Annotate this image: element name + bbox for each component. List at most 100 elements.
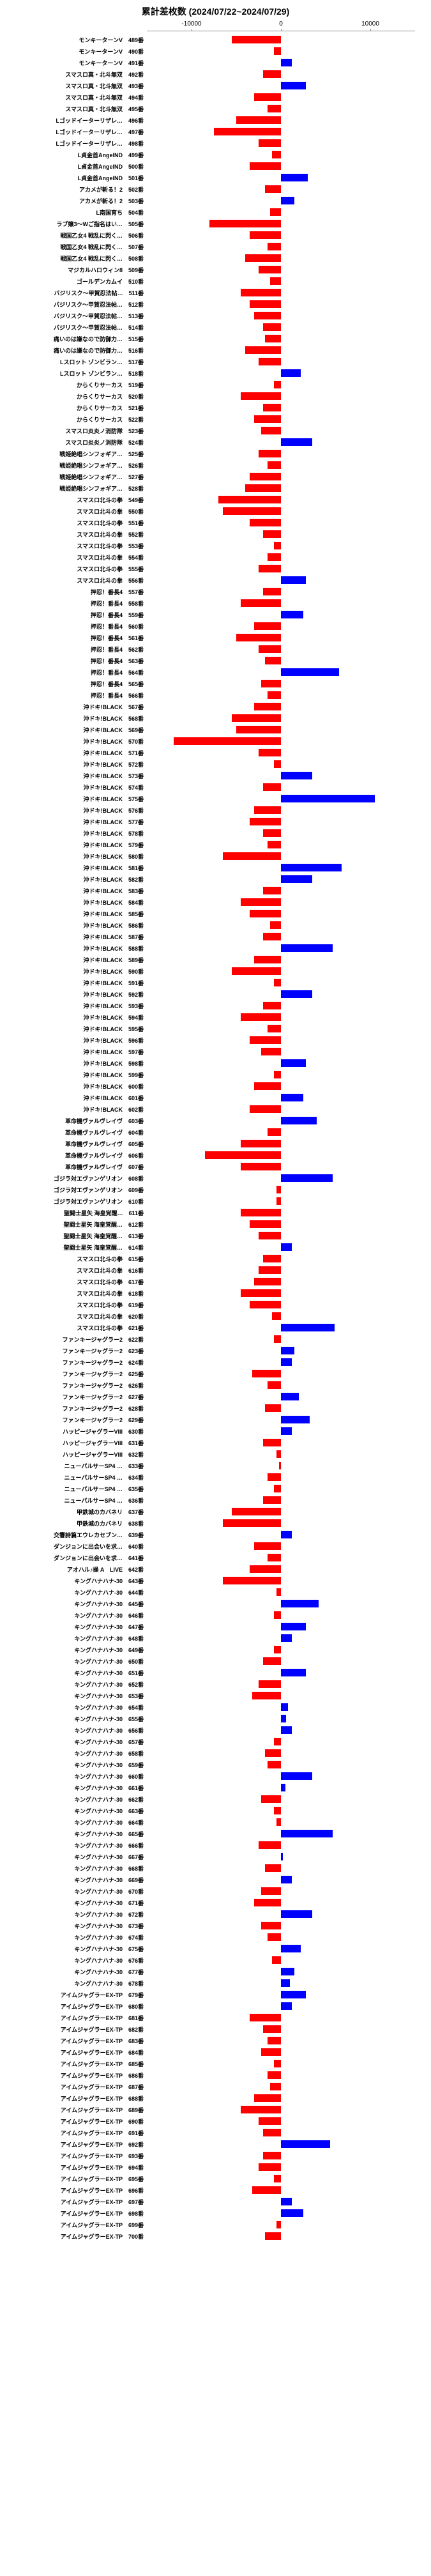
bar-area bbox=[147, 2071, 415, 2080]
chart-row: キングハナハナ-30 660番 bbox=[0, 1770, 431, 1782]
chart-row: ファンキージャグラー2 623番 bbox=[0, 1345, 431, 1356]
chart-row: キングハナハナ-30 649番 bbox=[0, 1644, 431, 1655]
row-label: 沖ドキ!BLACK 594番 bbox=[0, 1013, 147, 1022]
row-label: 沖ドキ!BLACK 582番 bbox=[0, 875, 147, 884]
chart-row: 聖闘士星矢 海皇覚醒… 613番 bbox=[0, 1230, 431, 1241]
row-label: 沖ドキ!BLACK 569番 bbox=[0, 726, 147, 734]
bar-area bbox=[147, 1105, 415, 1114]
row-label: キングハナハナ-30 643番 bbox=[0, 1577, 147, 1585]
row-label: アカメが斬る！2 503番 bbox=[0, 197, 147, 205]
bar-area bbox=[147, 1967, 415, 1976]
bar bbox=[263, 1255, 281, 1262]
row-label: バジリスク〜甲賀忍法帖… 511番 bbox=[0, 289, 147, 297]
row-label: ファンキージャグラー2 626番 bbox=[0, 1381, 147, 1390]
row-label: スマスロ北斗の拳 620番 bbox=[0, 1312, 147, 1321]
chart-row: 押忍！番長4 564番 bbox=[0, 666, 431, 678]
row-label: ハッピージャグラーVIII 630番 bbox=[0, 1427, 147, 1436]
bar-area bbox=[147, 2117, 415, 2126]
chart-row: 戦国乙女4 戦乱に閃く… 506番 bbox=[0, 229, 431, 241]
chart-row: 痛いのは嫌なので防御力… 515番 bbox=[0, 333, 431, 344]
chart-row: アイムジャグラーEX-TP 696番 bbox=[0, 2184, 431, 2196]
chart-row: マジカルハロウィン8 509番 bbox=[0, 264, 431, 275]
chart-row: L南国育ち 504番 bbox=[0, 206, 431, 218]
bar bbox=[281, 1830, 333, 1837]
chart-rows: モンキーターンV 489番モンキーターンV 490番モンキーターンV 491番ス… bbox=[0, 34, 431, 2242]
chart-row: アイムジャグラーEX-TP 699番 bbox=[0, 2219, 431, 2230]
bar bbox=[218, 496, 281, 503]
bar bbox=[268, 2071, 281, 2079]
bar-area bbox=[147, 1887, 415, 1896]
bar bbox=[261, 427, 281, 434]
bar-area bbox=[147, 1185, 415, 1194]
row-label: スマスロ北斗の拳 549番 bbox=[0, 496, 147, 504]
chart-row: バジリスク〜甲賀忍法帖… 511番 bbox=[0, 287, 431, 298]
row-label: 沖ドキ!BLACK 579番 bbox=[0, 841, 147, 849]
bar bbox=[281, 1669, 306, 1676]
row-label: アイムジャグラーEX-TP 697番 bbox=[0, 2198, 147, 2206]
bar-area bbox=[147, 1588, 415, 1597]
bar bbox=[281, 174, 308, 181]
bar-area bbox=[147, 921, 415, 930]
bar bbox=[236, 634, 281, 641]
bar-area bbox=[147, 1576, 415, 1585]
row-label: 戦姫絶唱シンフォギア… 526番 bbox=[0, 461, 147, 470]
bar bbox=[250, 162, 281, 170]
bar-area bbox=[147, 1553, 415, 1562]
bar bbox=[281, 1174, 333, 1182]
bar-area bbox=[147, 909, 415, 918]
row-label: 戦姫絶唱シンフォギア… 527番 bbox=[0, 473, 147, 481]
chart-row: スマスロ北斗の拳 554番 bbox=[0, 551, 431, 563]
row-label: L南国育ち 504番 bbox=[0, 208, 147, 217]
row-label: キングハナハナ-30 674番 bbox=[0, 1933, 147, 1942]
bar bbox=[254, 806, 281, 814]
bar-area bbox=[147, 323, 415, 332]
chart-row: スマスロ真・北斗無双 492番 bbox=[0, 68, 431, 80]
bar-area bbox=[147, 1542, 415, 1551]
bar bbox=[270, 277, 281, 285]
chart-row: 沖ドキ!BLACK 583番 bbox=[0, 885, 431, 896]
chart-row: キングハナハナ-30 644番 bbox=[0, 1586, 431, 1598]
bar-area bbox=[147, 47, 415, 56]
row-label: 沖ドキ!BLACK 597番 bbox=[0, 1048, 147, 1056]
chart-row: ニューパルサーSP4 … 635番 bbox=[0, 1483, 431, 1494]
row-label: アイムジャグラーEX-TP 679番 bbox=[0, 1991, 147, 1999]
bar bbox=[274, 760, 281, 768]
bar bbox=[281, 990, 312, 998]
row-label: 押忍！番長4 566番 bbox=[0, 691, 147, 700]
row-label: 聖闘士星矢 海皇覚醒… 611番 bbox=[0, 1209, 147, 1217]
row-label: 革命機ヴァルヴレイヴ 605番 bbox=[0, 1140, 147, 1148]
chart-row: キングハナハナ-30 672番 bbox=[0, 1908, 431, 1920]
row-label: Lゴッドイーターリザレ… 498番 bbox=[0, 139, 147, 148]
chart-row: キングハナハナ-30 653番 bbox=[0, 1690, 431, 1701]
row-label: 沖ドキ!BLACK 583番 bbox=[0, 887, 147, 895]
bar-area bbox=[147, 2105, 415, 2114]
bar bbox=[263, 933, 281, 940]
row-label: スマスロ真・北斗無双 495番 bbox=[0, 105, 147, 113]
bar-area bbox=[147, 1254, 415, 1263]
chart-row: キングハナハナ-30 651番 bbox=[0, 1667, 431, 1678]
row-label: L貞金首AngelND 501番 bbox=[0, 174, 147, 182]
row-label: 沖ドキ!BLACK 601番 bbox=[0, 1094, 147, 1102]
chart-row: 沖ドキ!BLACK 589番 bbox=[0, 954, 431, 965]
chart-row: ニューパルサーSP4 … 636番 bbox=[0, 1494, 431, 1506]
row-label: 押忍！番長4 561番 bbox=[0, 634, 147, 642]
bar-area bbox=[147, 1496, 415, 1505]
chart-row: アイムジャグラーEX-TP 691番 bbox=[0, 2127, 431, 2138]
bar bbox=[263, 1439, 281, 1446]
chart-row: 押忍！番長4 561番 bbox=[0, 632, 431, 643]
bar-area bbox=[147, 2094, 415, 2103]
bar-area bbox=[147, 81, 415, 90]
bar-area bbox=[147, 139, 415, 148]
row-label: キングハナハナ-30 670番 bbox=[0, 1887, 147, 1896]
bar bbox=[274, 1807, 281, 1814]
bar-area bbox=[147, 1266, 415, 1275]
bar bbox=[259, 139, 281, 147]
bar bbox=[268, 1473, 281, 1481]
row-label: アイムジャグラーEX-TP 687番 bbox=[0, 2083, 147, 2091]
chart-row: キングハナハナ-30 675番 bbox=[0, 1943, 431, 1954]
row-label: 沖ドキ!BLACK 568番 bbox=[0, 714, 147, 723]
bar bbox=[281, 1726, 292, 1734]
bar-area bbox=[147, 553, 415, 562]
row-label: 沖ドキ!BLACK 571番 bbox=[0, 749, 147, 757]
row-label: スマスロ北斗の拳 551番 bbox=[0, 519, 147, 527]
